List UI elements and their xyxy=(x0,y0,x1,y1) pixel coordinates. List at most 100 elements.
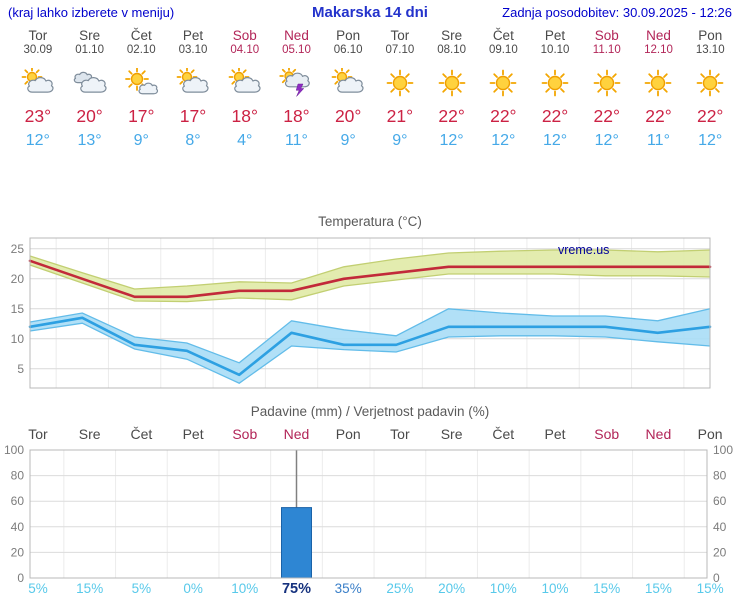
partly-cloudy-icon xyxy=(219,66,271,98)
day-date: 02.10 xyxy=(126,44,156,56)
day-column: Čet 09.10 22° 12° xyxy=(477,28,529,150)
sunny-icon xyxy=(633,68,685,98)
day-date: 09.10 xyxy=(488,44,518,56)
location-note: (kraj lahko izberete v meniju) xyxy=(8,5,175,20)
high-temp: 18° xyxy=(231,106,258,126)
day-name: Tor xyxy=(28,28,48,43)
precip-probability-label: 25% xyxy=(386,581,414,596)
low-temp: 12° xyxy=(542,132,568,149)
day-column: Pet 03.10 17° 8° xyxy=(167,28,219,150)
precip-day-label: Sob xyxy=(594,426,620,442)
sunny-icon xyxy=(374,68,426,98)
day-name: Sre xyxy=(79,28,101,43)
day-date: 05.10 xyxy=(282,44,311,56)
precip-probability-label: 0% xyxy=(183,581,203,596)
high-temp: 22° xyxy=(593,106,620,126)
day-name: Pon xyxy=(336,28,361,43)
precip-day-label: Ned xyxy=(645,426,672,442)
sunny-icon xyxy=(426,68,478,98)
day-name: Čet xyxy=(492,28,514,43)
high-temp: 21° xyxy=(386,106,414,126)
sunny-icon xyxy=(477,68,529,98)
thunderstorm-icon xyxy=(271,66,323,98)
precip-day-label: Pet xyxy=(182,426,204,442)
forecast-table: Tor 30.09 23° 12° Sre 01.10 20° 13° Čet 02.10 17° 9… xyxy=(12,28,736,150)
precip-day-label: Sob xyxy=(232,426,258,442)
high-temp: 17° xyxy=(128,106,155,126)
day-column: Tor 30.09 23° 12° xyxy=(12,28,64,150)
partly-cloudy-icon xyxy=(167,66,219,98)
day-date: 12.10 xyxy=(644,44,673,56)
day-name: Ned xyxy=(284,28,309,43)
day-column: Sob 04.10 18° 4° xyxy=(219,28,271,150)
y-axis-tick-right: 100 xyxy=(713,444,733,457)
high-temp: 17° xyxy=(179,106,207,126)
precipitation-chart: 0 0 20 20 40 40 60 60 80 80 100 100 xyxy=(4,444,733,584)
low-temp: 13° xyxy=(77,132,102,149)
temperature-chart-title: Temperatura (°C) xyxy=(318,214,422,229)
day-name: Pet xyxy=(544,28,566,43)
day-name: Pet xyxy=(182,28,204,43)
high-temp: 22° xyxy=(696,106,724,126)
day-date: 30.09 xyxy=(23,44,53,56)
precip-probability-label: 15% xyxy=(76,581,104,596)
precip-probability-label: 10% xyxy=(489,581,517,596)
precip-probability-label: 75% xyxy=(281,581,312,597)
low-temp: 9° xyxy=(340,132,356,149)
high-temp: 22° xyxy=(490,106,517,126)
partly-cloudy-icon xyxy=(322,66,374,98)
precip-bar xyxy=(281,507,312,579)
y-axis-tick: 25 xyxy=(11,242,25,256)
day-column: Tor 07.10 21° 9° xyxy=(374,28,426,150)
high-temp: 22° xyxy=(438,106,465,126)
sunny-icon xyxy=(581,68,633,98)
low-temp: 8° xyxy=(185,132,201,149)
sunny-icon xyxy=(529,68,581,98)
precipitation-chart-title: Padavine (mm) / Verjetnost padavin (%) xyxy=(250,404,490,419)
day-name: Ned xyxy=(646,28,671,43)
day-date: 13.10 xyxy=(695,44,725,56)
precip-day-label: Sre xyxy=(440,426,463,442)
day-date: 10.10 xyxy=(540,44,570,56)
precip-day-label: Tor xyxy=(390,426,410,442)
sunny-icon xyxy=(684,68,736,98)
day-column: Sob 11.10 22° 12° xyxy=(581,28,633,150)
precip-probability-label: 5% xyxy=(28,581,48,596)
high-temp: 20° xyxy=(76,106,103,126)
y-axis-tick-left: 0 xyxy=(17,571,24,584)
low-temp: 9° xyxy=(133,132,149,149)
last-updated: Zadnja posodobitev: 30.09.2025 - 12:26 xyxy=(502,5,732,20)
day-name: Sob xyxy=(594,28,619,43)
day-column: Pon 13.10 22° 12° xyxy=(684,28,736,150)
precip-probability-label: 20% xyxy=(438,581,466,596)
partly-cloudy-icon xyxy=(12,66,64,98)
day-column: Sre 01.10 20° 13° xyxy=(64,28,116,150)
y-axis-tick-right: 20 xyxy=(713,545,727,559)
page-title: Makarska 14 dni xyxy=(312,4,428,21)
day-date: 08.10 xyxy=(437,44,466,56)
low-temp: 9° xyxy=(392,132,408,149)
precip-probability-label: 10% xyxy=(541,581,569,596)
precip-probability-label: 10% xyxy=(231,581,259,596)
low-temp: 11° xyxy=(646,132,670,149)
day-date: 04.10 xyxy=(230,44,260,56)
y-axis-tick: 15 xyxy=(11,302,25,316)
day-column: Ned 05.10 18° 11° xyxy=(271,28,323,150)
day-date: 01.10 xyxy=(75,44,104,56)
day-column: Pon 06.10 20° 9° xyxy=(322,28,374,150)
cloudy-icon xyxy=(64,68,116,98)
low-temp: 12° xyxy=(25,132,50,149)
precip-probability-label: 5% xyxy=(131,581,152,596)
y-axis-tick-left: 80 xyxy=(11,469,25,483)
precip-day-label: Pon xyxy=(335,426,361,442)
y-axis-tick-left: 60 xyxy=(11,494,25,508)
y-axis-tick: 10 xyxy=(11,332,25,346)
precip-day-label: Čet xyxy=(492,426,515,442)
day-name: Sre xyxy=(441,28,463,43)
day-column: Pet 10.10 22° 12° xyxy=(529,28,581,150)
precip-day-label: Tor xyxy=(28,426,48,442)
y-axis-tick-right: 40 xyxy=(713,520,727,534)
max-temperature-line xyxy=(28,259,712,299)
day-column: Sre 08.10 22° 12° xyxy=(426,28,478,150)
